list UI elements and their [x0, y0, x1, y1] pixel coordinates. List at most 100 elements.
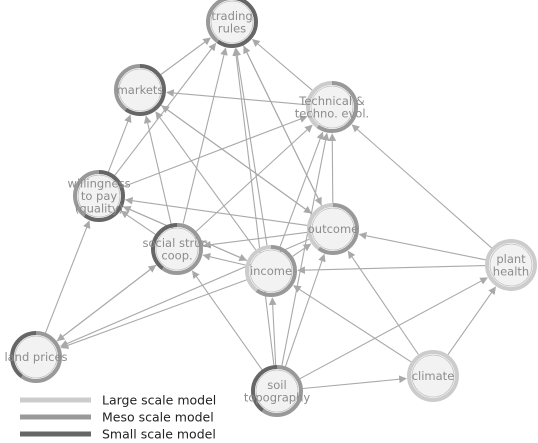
edge-plant_health-to-techno — [351, 124, 492, 249]
node-ring-meso — [114, 64, 166, 116]
node-body — [118, 68, 162, 112]
edge-climate-to-plant_health — [447, 286, 496, 356]
node-ring-large — [307, 203, 359, 255]
node-label: plant health — [493, 252, 529, 279]
node-label-line: land prices — [4, 350, 67, 364]
node-plant-health[interactable]: plant health — [485, 239, 537, 291]
edge-trading_rules-to-outcome — [242, 45, 322, 206]
node-layer: trading rules markets Technical & techno. ev… — [4, 0, 537, 417]
legend-item-small: Small scale model — [20, 427, 216, 442]
node-ring-large — [306, 81, 358, 133]
node-label-line: trading — [211, 9, 252, 23]
node-label-line: soil — [267, 378, 286, 392]
edge-social-to-willingness — [120, 210, 156, 235]
edge-social-to-techno — [195, 124, 313, 232]
node-land-prices[interactable]: land prices — [4, 331, 68, 383]
node-markets[interactable]: markets — [114, 64, 166, 116]
node-label-line: plant — [496, 252, 526, 266]
edge-income-to-techno — [279, 131, 324, 247]
node-willingness[interactable]: willingness to pay (quality) — [67, 170, 131, 222]
node-label-line: markets — [117, 83, 164, 97]
node-ring-meso — [73, 170, 125, 222]
node-body — [210, 0, 254, 44]
node-label: climate — [412, 369, 455, 383]
legend: Large scale model Meso scale model Small s… — [20, 393, 216, 442]
edge-techno-to-trading_rules — [252, 39, 313, 91]
edge-plant_health-to-income — [297, 265, 486, 274]
node-trading-rules[interactable]: trading rules — [206, 0, 258, 48]
node-label-line: (quality) — [75, 202, 123, 216]
node-body — [77, 174, 121, 218]
edge-land_prices-to-willingness — [44, 220, 91, 334]
edge-plant_health-to-outcome — [358, 231, 486, 261]
edge-social-to-land_prices — [56, 264, 157, 342]
legend-item-large: Large scale model — [20, 393, 216, 408]
edge-layer — [44, 37, 496, 390]
node-body — [249, 249, 293, 293]
node-ring-small — [10, 331, 62, 383]
node-label-line: coop. — [161, 248, 192, 262]
node-label: outcome — [308, 222, 358, 236]
node-label-line: to pay — [81, 189, 118, 203]
edge-topography-to-climate — [302, 375, 407, 390]
edge-outcome-to-willingness — [124, 196, 308, 226]
node-label-line: social struc. — [143, 236, 212, 250]
edge-willingness-to-techno — [123, 115, 308, 188]
node-body — [310, 85, 354, 129]
node-body — [255, 369, 299, 413]
edge-markets-to-trading_rules — [160, 37, 211, 75]
edge-income-to-social — [202, 253, 246, 266]
node-label-line: rules — [218, 21, 246, 35]
node-ring-small — [206, 0, 258, 48]
node-ring-small — [151, 223, 203, 275]
edge-topography-to-outcome — [284, 253, 326, 367]
node-ring-large — [407, 350, 459, 402]
node-body — [411, 354, 455, 398]
edge-willingness-to-trading_rules — [114, 42, 217, 176]
edge-topography-to-social — [192, 270, 263, 371]
node-label: willingness to pay (quality) — [67, 177, 130, 216]
node-label: markets — [117, 83, 164, 97]
legend-label: Meso scale model — [102, 410, 214, 425]
node-body — [14, 335, 58, 379]
edge-topography-to-income — [268, 297, 277, 366]
edge-outcome-to-techno — [328, 133, 337, 204]
edge-topography-to-plant_health — [299, 277, 488, 380]
node-outcome[interactable]: outcome — [307, 203, 359, 255]
legend-label: Small scale model — [102, 427, 216, 440]
edge-willingness-to-markets — [107, 114, 132, 172]
node-ring-small — [251, 365, 303, 417]
node-label-line: willingness — [67, 177, 130, 191]
edge-income-to-land_prices — [60, 279, 247, 349]
node-techno[interactable]: Technical & techno. evol. — [295, 81, 369, 133]
node-body — [311, 207, 355, 251]
node-climate[interactable]: climate — [407, 350, 459, 402]
node-label-line: climate — [412, 369, 455, 383]
node-social[interactable]: social struc. coop. — [143, 223, 212, 275]
edge-outcome-to-social — [203, 231, 308, 249]
node-label: social struc. coop. — [143, 236, 212, 262]
edge-climate-to-outcome — [347, 250, 419, 355]
node-topography[interactable]: soil topography — [244, 365, 311, 417]
node-label-line: Technical & — [298, 94, 364, 108]
edge-income-to-markets — [155, 111, 257, 251]
node-label: Technical & techno. evol. — [295, 94, 369, 121]
node-body — [489, 243, 533, 287]
node-label: land prices — [4, 350, 67, 364]
node-ring-large — [485, 239, 537, 291]
node-label-line: topography — [244, 390, 311, 404]
node-label: trading rules — [211, 9, 252, 36]
node-label-line: outcome — [308, 222, 358, 236]
node-label-line: health — [493, 264, 529, 278]
node-label: income — [250, 264, 292, 278]
legend-item-meso: Meso scale model — [20, 410, 214, 425]
node-ring-large — [245, 245, 297, 297]
node-ring-meso — [206, 0, 258, 48]
node-label-line: techno. evol. — [295, 106, 369, 120]
node-label-line: income — [250, 264, 292, 278]
edge-income-to-outcome — [292, 243, 312, 257]
node-label: soil topography — [244, 378, 311, 405]
node-income[interactable]: income — [245, 245, 297, 297]
